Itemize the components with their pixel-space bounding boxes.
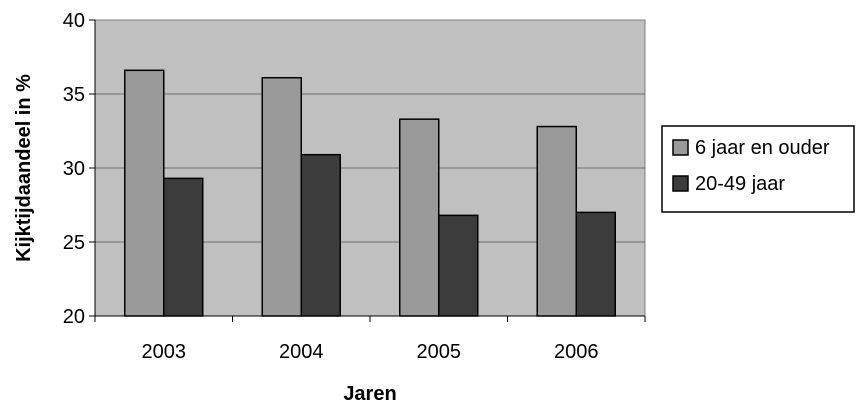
bar-series-2-2005 xyxy=(438,214,479,317)
x-tick-label: 2005 xyxy=(417,341,462,363)
y-tick-label: 35 xyxy=(63,84,85,106)
legend-box xyxy=(661,125,855,213)
bar-series-1-2006 xyxy=(536,125,577,317)
legend: 6 jaar en ouder 20-49 jaar xyxy=(661,125,855,213)
x-tick-label: 2006 xyxy=(554,341,599,363)
y-axis: 20 25 30 35 40 xyxy=(63,10,96,328)
x-axis-title: Jaren xyxy=(343,383,396,404)
x-axis: 2003 2004 2005 2006 xyxy=(94,315,646,363)
y-tick-label: 20 xyxy=(63,306,85,328)
bars xyxy=(124,69,616,317)
bar-series-2-2006 xyxy=(575,211,616,317)
x-tick-label: 2003 xyxy=(142,341,187,363)
x-tick-label: 2004 xyxy=(279,341,324,363)
bar-series-1-2003 xyxy=(124,69,165,317)
bar-series-1-2004 xyxy=(261,76,302,317)
y-tick-label: 25 xyxy=(63,232,85,254)
legend-label: 6 jaar en ouder xyxy=(695,137,830,159)
y-tick-label: 40 xyxy=(63,10,85,32)
y-tick-label: 30 xyxy=(63,158,85,180)
legend-swatch xyxy=(672,175,689,192)
bar-series-2-2003 xyxy=(163,177,204,317)
bar-series-1-2005 xyxy=(399,118,440,317)
bar-series-2-2004 xyxy=(300,153,341,317)
y-axis-title: Kijktijdaandeel in % xyxy=(13,74,35,262)
legend-swatch xyxy=(672,139,689,156)
legend-label: 20-49 jaar xyxy=(695,173,785,195)
